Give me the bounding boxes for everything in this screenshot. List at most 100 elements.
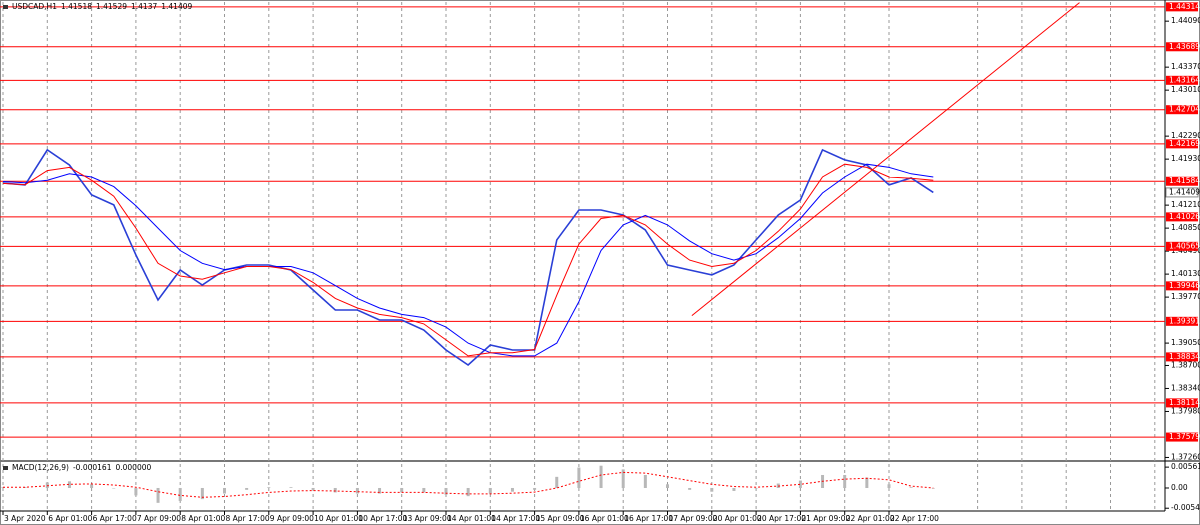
- x-tick-label: 16 Apr 17:00: [624, 514, 673, 523]
- x-tick-label: 14 Apr 17:00: [491, 514, 540, 523]
- macd-bar: [200, 487, 204, 500]
- y-tick-label: 0.005619: [1171, 462, 1200, 471]
- y-tick-label: 1.39770: [1171, 292, 1200, 301]
- macd-bar: [488, 487, 492, 494]
- macd-bar: [555, 476, 559, 488]
- x-tick-label: 16 Apr 01:00: [580, 514, 629, 523]
- level-label: 1.42169: [1169, 139, 1200, 148]
- macd-bar: [533, 487, 537, 490]
- macd-bar: [245, 487, 249, 490]
- level-label-box: [1166, 316, 1198, 326]
- level-label-box: [1166, 2, 1198, 12]
- level-label: 1.42704: [1169, 105, 1200, 114]
- header-icon: [3, 466, 8, 470]
- x-tick-label: 7 Apr 09:00: [137, 514, 181, 523]
- y-tick-label: 1.40130: [1171, 269, 1200, 278]
- y-tick-label: 1.38340: [1171, 383, 1200, 392]
- macd-bar: [23, 487, 27, 488]
- x-tick-label: 8 Apr 17:00: [226, 514, 270, 523]
- level-label: 1.41026: [1169, 212, 1200, 221]
- level-label-box: [1166, 352, 1198, 362]
- x-tick-label: 22 Apr 17:00: [890, 514, 939, 523]
- level-label-box: [1166, 398, 1198, 408]
- level-label-box: [1166, 42, 1198, 52]
- macd-bar: [688, 487, 692, 490]
- price-line: [2, 148, 934, 367]
- x-tick-label: 10 Apr 17:00: [358, 514, 407, 523]
- level-label-box: [1166, 432, 1198, 442]
- macd-bar: [289, 487, 293, 488]
- y-tick-label: 0.00: [1171, 483, 1188, 492]
- header-text: 0.000000: [115, 463, 151, 472]
- level-label-box: [1166, 281, 1198, 291]
- level-label-box: [1166, 75, 1198, 85]
- macd-bar: [400, 487, 404, 493]
- level-label: 1.39391: [1169, 316, 1200, 325]
- macd-bar: [112, 487, 116, 489]
- macd-bar: [510, 487, 514, 492]
- level-label: 1.44314: [1169, 2, 1200, 11]
- macd-bar: [887, 484, 891, 488]
- x-tick-label: 10 Apr 01:00: [314, 514, 363, 523]
- y-tick-label: 1.37260: [1171, 452, 1200, 461]
- level-label-box: [1166, 139, 1198, 149]
- y-tick-label: 1.42290: [1171, 131, 1200, 140]
- moving-average: [2, 163, 934, 357]
- macd-bar: [267, 487, 271, 488]
- macd-bar: [67, 481, 71, 488]
- x-tick-label: 3 Apr 2020: [4, 514, 46, 523]
- macd-bar: [333, 487, 337, 493]
- macd-bar: [45, 482, 49, 488]
- current-price-box: [1165, 187, 1199, 198]
- macd-bar: [466, 487, 470, 497]
- macd-bar: [643, 474, 647, 488]
- macd-bar: [90, 484, 94, 488]
- moving-average: [2, 163, 934, 357]
- x-tick-label: 13 Apr 09:00: [403, 514, 452, 523]
- level-label-box: [1166, 212, 1198, 222]
- macd-bar: [577, 467, 581, 488]
- macd-bar: [156, 487, 160, 503]
- macd-bar: [223, 487, 226, 494]
- macd-bar: [732, 487, 736, 491]
- macd-bar: [754, 487, 758, 489]
- header-text: 1.41529: [96, 2, 127, 11]
- header-text: 1.41409: [161, 2, 192, 11]
- x-tick-label: 17 Apr 09:00: [669, 514, 718, 523]
- level-label: 1.43164: [1169, 75, 1200, 84]
- macd-bar: [710, 487, 714, 492]
- macd-bar: [378, 487, 382, 494]
- y-tick-label: 1.37980: [1171, 406, 1200, 415]
- level-label-box: [1166, 105, 1198, 115]
- macd-bar: [599, 465, 603, 488]
- macd-bar: [666, 484, 669, 488]
- macd-bar: [355, 487, 359, 494]
- trendline: [691, 2, 1080, 317]
- level-label-box: [1166, 176, 1198, 186]
- macd-bar: [798, 480, 802, 488]
- x-tick-label: 9 Apr 09:00: [270, 514, 314, 523]
- x-tick-label: 6 Apr 17:00: [93, 514, 137, 523]
- level-label: 1.38834: [1169, 352, 1200, 361]
- header-icon: [3, 5, 8, 9]
- level-label: 1.41584: [1169, 176, 1200, 185]
- x-tick-label: 20 Apr 17:00: [757, 514, 806, 523]
- level-label: 1.37579: [1169, 432, 1200, 441]
- macd-bar: [843, 474, 847, 488]
- header-text: -0.000161: [73, 463, 112, 472]
- macd-bar: [621, 469, 625, 488]
- macd-bar: [134, 487, 138, 496]
- y-tick-label: 1.43010: [1171, 85, 1200, 94]
- macd-bar: [909, 487, 913, 488]
- macd-bar: [865, 477, 869, 488]
- x-tick-label: 14 Apr 01:00: [447, 514, 496, 523]
- macd-bar: [311, 487, 315, 490]
- header-text: 1.4137: [131, 2, 157, 11]
- current-price-label: 1.41409: [1169, 187, 1200, 196]
- y-tick-label: 1.43370: [1171, 62, 1200, 71]
- x-tick-label: 6 Apr 01:00: [48, 514, 92, 523]
- level-label: 1.40565: [1169, 241, 1200, 250]
- header-text: USDCAD,H1: [12, 2, 57, 11]
